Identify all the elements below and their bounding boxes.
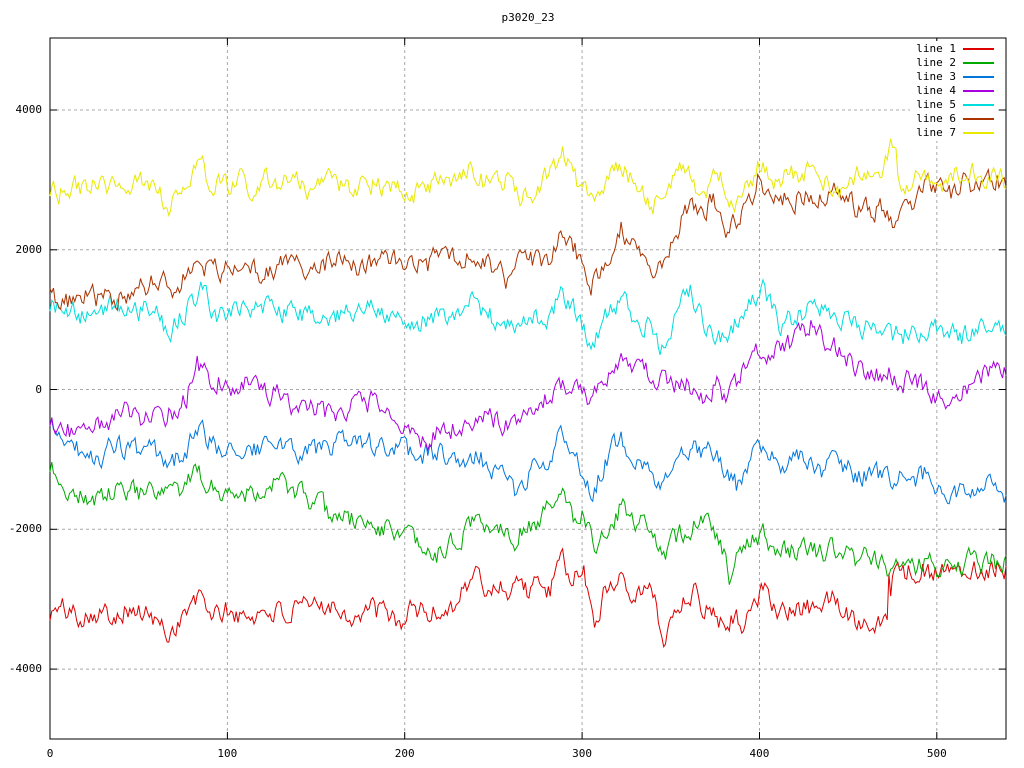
legend-label: line 7 [916,126,956,139]
legend-line-sample [963,118,994,120]
legend-label: line 1 [916,42,956,55]
legend-item: line 6 [910,112,996,126]
series-line-6 [49,167,1007,312]
y-tick-label: 4000 [15,102,43,116]
x-tick-label: 500 [926,747,947,760]
y-tick-label: -2000 [8,522,42,536]
legend-item: line 2 [910,56,996,70]
chart-title: p3020_23 [501,11,555,24]
x-tick-label: 400 [749,747,770,760]
x-tick-label: 300 [572,747,593,760]
legend-line-sample [963,90,994,92]
legend-label: line 3 [916,70,956,83]
plot-border [49,37,1007,740]
series-line-5 [49,278,1007,356]
legend: line 1 line 2 line 3 line 4 line 5 line … [910,41,996,141]
series-line-3 [49,419,1007,505]
legend-label: line 6 [916,112,956,125]
legend-line-sample [963,62,994,64]
legend-item: line 4 [910,84,996,98]
x-tick-label: 100 [217,747,238,760]
legend-item: line 3 [910,70,996,84]
legend-line-sample [963,104,994,106]
legend-label: line 4 [916,84,956,97]
legend-line-sample [963,76,994,78]
x-tick-label: 0 [46,747,54,760]
legend-item: line 1 [910,42,996,56]
y-tick-label: -4000 [8,662,42,676]
legend-line-sample [963,48,994,50]
series-line-4 [49,320,1007,453]
legend-label: line 2 [916,56,956,69]
series-line-1 [49,547,1007,648]
series-line-7 [49,138,1007,218]
legend-item: line 5 [910,98,996,112]
y-tick-label: 0 [35,382,42,396]
legend-label: line 5 [916,98,956,111]
legend-line-sample [963,132,994,134]
x-tick-label: 200 [394,747,415,760]
y-tick-label: 2000 [15,242,43,256]
legend-item: line 7 [910,126,996,140]
series-line-2 [49,462,1007,585]
